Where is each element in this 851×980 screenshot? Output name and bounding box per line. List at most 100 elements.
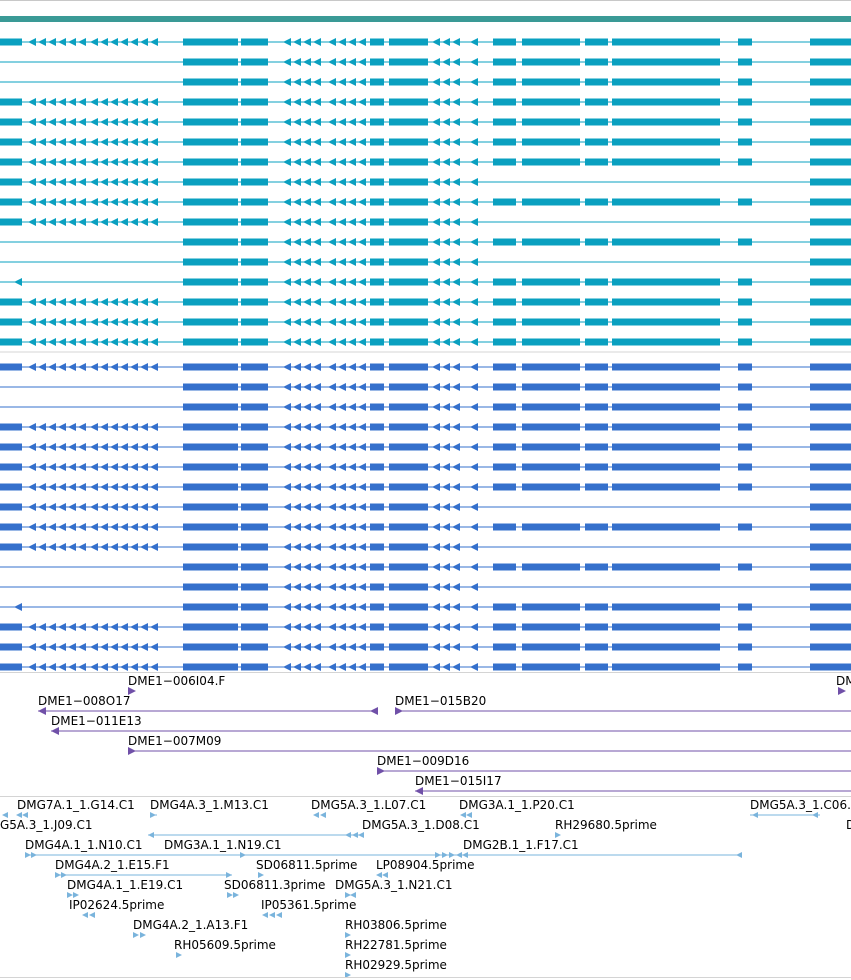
exon-block — [738, 643, 752, 651]
est-label[interactable]: DMG5A.3_1.D08.C1 — [362, 818, 480, 832]
exon-arrow — [442, 158, 450, 166]
est-label[interactable]: DMG4A.1_1.E19.C1 — [67, 878, 184, 892]
exon-arrow — [28, 158, 36, 166]
exon-block — [522, 78, 580, 86]
exon-arrow — [150, 218, 158, 226]
est-label[interactable]: DMG4A.3_1.M13.C1 — [150, 798, 269, 812]
exon-arrow — [130, 298, 138, 306]
exon-block — [810, 98, 851, 106]
exon-block — [370, 483, 384, 491]
exon-arrow — [358, 603, 366, 611]
exon-block — [612, 403, 720, 411]
est-label[interactable]: LP08904.5prime — [376, 858, 475, 872]
est-label[interactable]: G5A.3_1.J09.C1 — [0, 818, 93, 832]
exon-block — [612, 423, 720, 431]
exon-arrow — [328, 278, 336, 286]
exon-arrow — [442, 643, 450, 651]
est-label[interactable]: DMG7A.1_1.G14.C1 — [17, 798, 135, 812]
exon-arrow — [38, 543, 46, 551]
est-label[interactable]: IP02624.5prime — [69, 898, 165, 912]
exon-block — [493, 78, 516, 86]
exon-arrow — [58, 138, 66, 146]
exon-block — [183, 463, 238, 471]
est-arrow — [462, 852, 468, 858]
exon-arrow — [303, 503, 311, 511]
exon-arrow — [452, 78, 460, 86]
est-label[interactable]: DMG4A.1_1.N10.C1 — [25, 838, 143, 852]
exon-arrow — [58, 178, 66, 186]
exon-arrow — [90, 98, 98, 106]
est-label[interactable]: DMG5A.3_1.N21.C1 — [335, 878, 453, 892]
est-label[interactable]: RH03806.5prime — [345, 918, 447, 932]
exon-arrow — [470, 98, 478, 106]
exon-block — [183, 603, 238, 611]
exon-arrow — [442, 318, 450, 326]
exon-arrow — [358, 463, 366, 471]
exon-arrow — [452, 218, 460, 226]
gene-span-bar[interactable] — [0, 16, 851, 22]
exon-block — [810, 218, 851, 226]
exon-arrow — [328, 583, 336, 591]
cdna-label[interactable]: DME1−015I17 — [415, 774, 502, 788]
exon-arrow — [313, 603, 321, 611]
exon-arrow — [470, 363, 478, 371]
exon-block — [612, 663, 720, 671]
exon-arrow — [303, 483, 311, 491]
cdna-label[interactable]: DME1−015B20 — [395, 694, 487, 708]
exon-arrow — [338, 158, 346, 166]
est-label[interactable]: DMG4A.2_1.A13.F1 — [133, 918, 249, 932]
est-label[interactable]: RH29680.5prime — [555, 818, 657, 832]
exon-arrow — [348, 298, 356, 306]
est-label[interactable]: DMG5A.3_1.C06. — [750, 798, 851, 812]
exon-arrow — [303, 158, 311, 166]
cdna-label[interactable]: DME1−008O17 — [38, 694, 131, 708]
exon-arrow — [313, 623, 321, 631]
exon-arrow — [68, 623, 76, 631]
est-label[interactable]: D — [846, 818, 851, 832]
exon-block — [183, 298, 238, 306]
exon-arrow — [38, 423, 46, 431]
est-label[interactable]: IP05361.5prime — [261, 898, 357, 912]
exon-arrow — [432, 278, 440, 286]
exon-block — [585, 198, 608, 206]
exon-arrow — [338, 623, 346, 631]
exon-arrow — [150, 503, 158, 511]
exon-arrow — [100, 298, 108, 306]
est-label[interactable]: SD06811.5prime — [256, 858, 358, 872]
exon-block — [389, 483, 428, 491]
exon-arrow — [110, 483, 118, 491]
exon-arrow — [293, 663, 301, 671]
est-label[interactable]: RH22781.5prime — [345, 938, 447, 952]
est-label[interactable]: DMG5A.3_1.L07.C1 — [311, 798, 427, 812]
cdna-label[interactable]: DM — [836, 674, 851, 688]
exon-arrow — [283, 443, 291, 451]
cdna-label[interactable]: DME1−011E13 — [51, 714, 142, 728]
cdna-label[interactable]: DME1−006I04.F — [128, 674, 226, 688]
exon-arrow — [68, 423, 76, 431]
exon-block — [183, 503, 238, 511]
exon-arrow — [140, 218, 148, 226]
exon-block — [183, 338, 238, 346]
est-label[interactable]: RH02929.5prime — [345, 958, 447, 972]
exon-arrow — [470, 338, 478, 346]
exon-arrow — [303, 663, 311, 671]
exon-arrow — [328, 318, 336, 326]
cdna-label[interactable]: DME1−007M09 — [128, 734, 222, 748]
exon-arrow — [48, 138, 56, 146]
exon-block — [612, 38, 720, 46]
exon-arrow — [100, 338, 108, 346]
est-label[interactable]: DMG3A.1_1.N19.C1 — [164, 838, 282, 852]
est-label[interactable]: SD06811.3prime — [224, 878, 326, 892]
exon-arrow — [68, 363, 76, 371]
exon-arrow — [348, 643, 356, 651]
exon-arrow — [442, 238, 450, 246]
exon-arrow — [470, 238, 478, 246]
est-label[interactable]: DMG3A.1_1.P20.C1 — [459, 798, 575, 812]
exon-arrow — [303, 603, 311, 611]
exon-arrow — [338, 238, 346, 246]
exon-arrow — [313, 78, 321, 86]
est-label[interactable]: RH05609.5prime — [174, 938, 276, 952]
est-label[interactable]: DMG4A.2_1.E15.F1 — [55, 858, 170, 872]
est-label[interactable]: DMG2B.1_1.F17.C1 — [463, 838, 579, 852]
cdna-label[interactable]: DME1−009D16 — [377, 754, 470, 768]
